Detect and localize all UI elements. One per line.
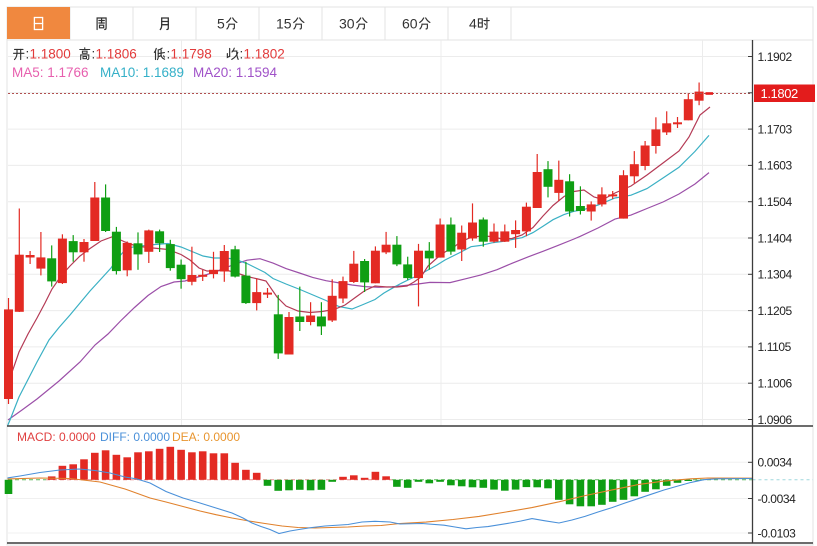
svg-text:MA5: 1.1766: MA5: 1.1766 bbox=[12, 65, 89, 80]
svg-text:-0.0034: -0.0034 bbox=[758, 492, 797, 506]
svg-text:1.1703: 1.1703 bbox=[758, 122, 793, 136]
svg-text:5: 5 bbox=[217, 16, 225, 32]
svg-text:MA10: 1.1689: MA10: 1.1689 bbox=[100, 65, 184, 80]
svg-text:1.1205: 1.1205 bbox=[758, 304, 793, 318]
svg-text:0.0034: 0.0034 bbox=[758, 456, 793, 470]
svg-text:1.1802: 1.1802 bbox=[244, 47, 285, 62]
svg-text::: : bbox=[26, 47, 30, 62]
svg-text:15: 15 bbox=[276, 16, 292, 32]
svg-text:1.1603: 1.1603 bbox=[758, 159, 793, 173]
svg-text:1.1902: 1.1902 bbox=[758, 50, 793, 64]
svg-text:30: 30 bbox=[339, 16, 355, 32]
svg-text:1.1006: 1.1006 bbox=[758, 377, 793, 391]
svg-text:-0.0103: -0.0103 bbox=[758, 526, 797, 540]
svg-text:1.1404: 1.1404 bbox=[758, 231, 793, 245]
svg-text:1.0906: 1.0906 bbox=[758, 413, 793, 427]
svg-text:1.1304: 1.1304 bbox=[758, 268, 793, 282]
svg-text:DIFF: 0.0000: DIFF: 0.0000 bbox=[100, 430, 170, 444]
svg-text::: : bbox=[240, 47, 244, 62]
svg-text:1.1806: 1.1806 bbox=[96, 47, 137, 62]
svg-text:1.1802: 1.1802 bbox=[761, 86, 799, 101]
svg-text:MA20: 1.1594: MA20: 1.1594 bbox=[193, 65, 278, 80]
svg-text:60: 60 bbox=[402, 16, 418, 32]
svg-text::: : bbox=[92, 47, 96, 62]
svg-text:MACD: 0.0000: MACD: 0.0000 bbox=[17, 430, 96, 444]
svg-text:1.1800: 1.1800 bbox=[30, 47, 71, 62]
svg-text:DEA: 0.0000: DEA: 0.0000 bbox=[172, 430, 240, 444]
svg-text:1.1105: 1.1105 bbox=[758, 340, 792, 354]
svg-text:1.1504: 1.1504 bbox=[758, 195, 793, 209]
svg-text::: : bbox=[167, 47, 171, 62]
svg-text:4: 4 bbox=[469, 16, 477, 32]
svg-text:1.1798: 1.1798 bbox=[171, 47, 212, 62]
